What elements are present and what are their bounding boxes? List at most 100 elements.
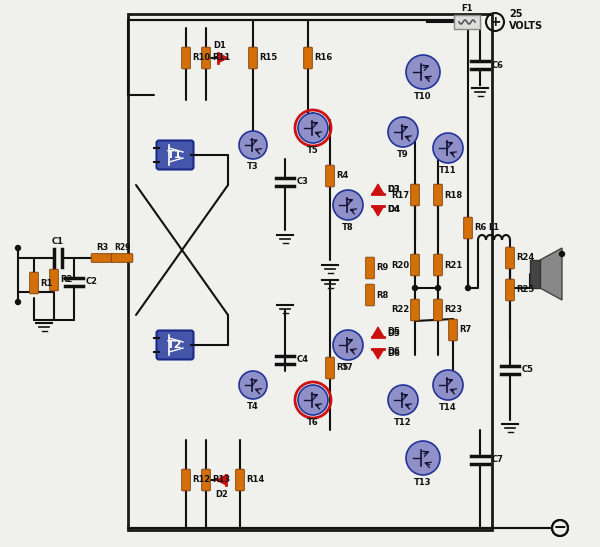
Circle shape — [333, 190, 363, 220]
Text: T6: T6 — [307, 418, 319, 427]
Text: D5: D5 — [387, 328, 400, 336]
Text: C3: C3 — [297, 177, 309, 187]
FancyBboxPatch shape — [506, 247, 514, 269]
Text: R18: R18 — [444, 190, 462, 200]
Circle shape — [413, 286, 418, 290]
FancyBboxPatch shape — [366, 284, 374, 306]
Polygon shape — [372, 349, 384, 359]
Bar — [530, 260, 540, 288]
Text: D3: D3 — [387, 184, 400, 194]
FancyBboxPatch shape — [304, 47, 313, 69]
Polygon shape — [372, 206, 384, 216]
Text: R2: R2 — [60, 276, 73, 284]
Circle shape — [406, 441, 440, 475]
Text: R29: R29 — [114, 243, 130, 253]
FancyBboxPatch shape — [30, 272, 38, 294]
FancyBboxPatch shape — [91, 254, 113, 263]
Polygon shape — [540, 248, 562, 300]
Text: D2: D2 — [215, 490, 229, 499]
Circle shape — [388, 117, 418, 147]
Text: T3: T3 — [247, 162, 259, 171]
FancyBboxPatch shape — [111, 254, 133, 263]
Circle shape — [298, 385, 328, 415]
Text: T11: T11 — [439, 166, 457, 175]
FancyBboxPatch shape — [434, 299, 442, 321]
FancyBboxPatch shape — [182, 47, 190, 69]
Text: R12: R12 — [192, 475, 210, 485]
Text: R7: R7 — [459, 325, 471, 335]
Text: R22: R22 — [391, 306, 409, 315]
Text: R20: R20 — [391, 260, 409, 270]
FancyBboxPatch shape — [454, 15, 480, 29]
Text: C6: C6 — [492, 61, 504, 69]
FancyBboxPatch shape — [410, 184, 419, 206]
Circle shape — [239, 371, 267, 399]
Text: R9: R9 — [376, 264, 388, 272]
Text: R1: R1 — [40, 278, 52, 288]
Text: R4: R4 — [336, 172, 349, 181]
Text: T9: T9 — [397, 150, 409, 159]
Text: T2: T2 — [167, 340, 183, 350]
Text: R16: R16 — [314, 54, 332, 62]
Text: R23: R23 — [444, 306, 462, 315]
Circle shape — [16, 300, 20, 305]
FancyBboxPatch shape — [326, 165, 334, 187]
Text: C2: C2 — [86, 277, 98, 287]
FancyBboxPatch shape — [249, 47, 257, 69]
Text: T14: T14 — [439, 403, 457, 412]
Text: R5: R5 — [336, 364, 349, 373]
Circle shape — [433, 133, 463, 163]
Text: R8: R8 — [376, 290, 388, 300]
Circle shape — [333, 330, 363, 360]
Text: D6: D6 — [387, 347, 400, 357]
Text: D5: D5 — [387, 329, 400, 337]
FancyBboxPatch shape — [326, 357, 334, 379]
Text: D4: D4 — [387, 206, 400, 214]
Text: D4: D4 — [387, 205, 400, 213]
Text: R21: R21 — [444, 260, 462, 270]
Circle shape — [560, 252, 565, 257]
Circle shape — [388, 385, 418, 415]
Text: T4: T4 — [247, 402, 259, 411]
FancyBboxPatch shape — [410, 254, 419, 276]
Circle shape — [16, 246, 20, 251]
FancyBboxPatch shape — [434, 254, 442, 276]
Text: R24: R24 — [516, 253, 534, 263]
FancyBboxPatch shape — [202, 469, 210, 491]
Text: C1: C1 — [52, 237, 64, 246]
Circle shape — [406, 55, 440, 89]
Circle shape — [436, 286, 440, 290]
FancyBboxPatch shape — [157, 141, 193, 170]
Text: C7: C7 — [492, 456, 504, 464]
Bar — [128, 14, 492, 530]
FancyBboxPatch shape — [182, 469, 190, 491]
Polygon shape — [218, 53, 228, 63]
Text: F1: F1 — [461, 4, 473, 13]
FancyBboxPatch shape — [506, 279, 514, 301]
Text: T10: T10 — [414, 92, 432, 101]
Text: D3: D3 — [387, 185, 400, 195]
FancyBboxPatch shape — [236, 469, 244, 491]
Circle shape — [239, 131, 267, 159]
FancyBboxPatch shape — [434, 184, 442, 206]
Polygon shape — [216, 475, 226, 485]
Text: T7: T7 — [342, 363, 354, 372]
Text: R17: R17 — [391, 190, 409, 200]
Text: T5: T5 — [307, 146, 319, 155]
Text: D1: D1 — [214, 41, 226, 50]
Text: −: − — [554, 521, 566, 536]
Text: C5: C5 — [522, 365, 534, 375]
FancyBboxPatch shape — [366, 257, 374, 279]
Text: R3: R3 — [96, 243, 108, 253]
FancyBboxPatch shape — [449, 319, 457, 341]
Text: −: − — [554, 521, 566, 536]
Circle shape — [466, 286, 470, 290]
FancyBboxPatch shape — [410, 299, 419, 321]
Text: D6: D6 — [387, 348, 400, 358]
Text: T8: T8 — [342, 223, 354, 232]
Text: +: + — [489, 15, 501, 29]
Text: R11: R11 — [212, 54, 230, 62]
Text: L1: L1 — [488, 223, 500, 232]
Text: 25
VOLTS: 25 VOLTS — [509, 9, 543, 31]
Text: T13: T13 — [414, 478, 432, 487]
